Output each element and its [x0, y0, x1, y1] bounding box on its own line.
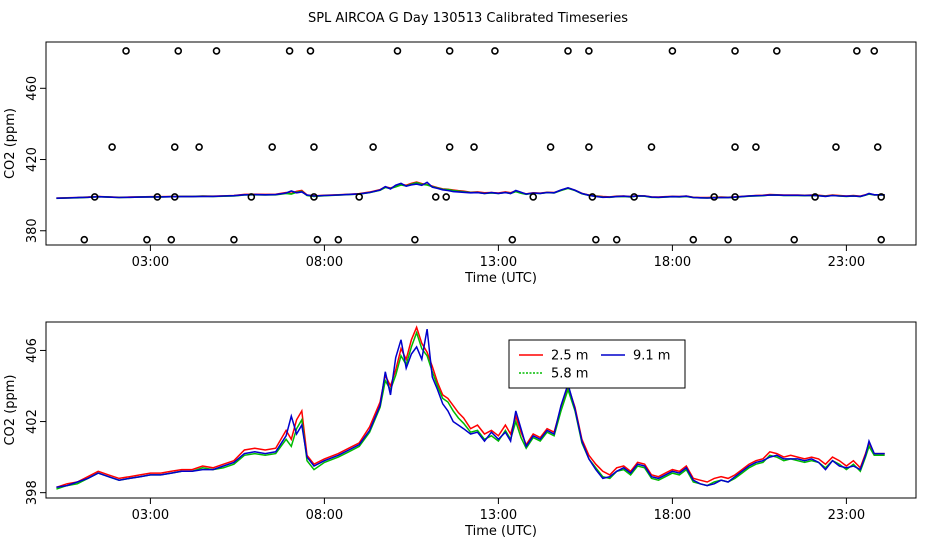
series-line-9-1-m — [56, 328, 885, 489]
x-tick-label: 08:00 — [306, 508, 343, 523]
calibration-point — [411, 235, 419, 244]
calibration-point — [752, 143, 760, 151]
calibration-point — [369, 143, 377, 151]
calibration-point — [313, 235, 322, 244]
calibration-point — [873, 143, 882, 151]
calibration-point — [442, 193, 451, 201]
x-tick-label: 23:00 — [828, 255, 865, 270]
calibration-point — [647, 143, 656, 151]
calibration-point — [153, 193, 162, 201]
y-axis-label: CO2 (ppm) — [3, 108, 18, 179]
top-panel: 03:00 08:00 13:00 18:00 23:00 380 420 460 Time (… — [3, 41, 917, 286]
legend: 2.5 m 5.8 m 9.1 m — [508, 339, 686, 389]
calibration-point — [230, 235, 238, 244]
calibration-point — [285, 47, 294, 55]
y-tick-label: 398 — [25, 480, 40, 505]
calibration-point — [612, 235, 621, 244]
x-tick-label: 03:00 — [132, 508, 169, 523]
y-axis-label: CO2 (ppm) — [3, 374, 18, 445]
calibration-point — [167, 235, 176, 244]
bottom-panel: 03:00 08:00 13:00 18:00 23:00 398 402 406 Time (… — [3, 321, 917, 539]
calibration-point — [195, 143, 203, 151]
legend-label: 5.8 m — [551, 367, 588, 382]
calibration-point — [585, 143, 593, 151]
legend-label: 9.1 m — [633, 349, 670, 364]
calibration-point — [143, 235, 151, 244]
y-tick-label: 420 — [25, 147, 40, 172]
legend-label: 2.5 m — [551, 349, 588, 364]
calibration-point — [170, 193, 179, 201]
calibration-point — [306, 47, 315, 55]
plot-frame — [45, 321, 917, 499]
calibration-point — [529, 193, 538, 201]
calibration-point — [877, 193, 886, 201]
calibration-point — [310, 193, 318, 201]
calibration-point — [689, 235, 698, 244]
calibration-point — [508, 235, 517, 244]
calibration-point — [546, 143, 555, 151]
plot-frame — [45, 41, 917, 246]
x-axis-label: Time (UTC) — [464, 271, 537, 286]
calibration-point — [877, 235, 886, 244]
calibration-point — [212, 47, 221, 55]
calibration-point — [853, 47, 861, 55]
calibration-point — [772, 47, 781, 55]
legend-box — [508, 339, 686, 389]
calibration-point — [310, 143, 318, 151]
calibration-point — [731, 47, 739, 55]
y-tick-label: 406 — [25, 338, 40, 363]
calibration-point — [268, 143, 277, 151]
x-tick-label: 23:00 — [828, 508, 865, 523]
x-axis-label: Time (UTC) — [464, 524, 537, 539]
calibration-point — [811, 193, 819, 201]
x-tick-label: 18:00 — [654, 255, 691, 270]
calibration-point — [710, 193, 718, 201]
x-tick-label: 18:00 — [654, 508, 691, 523]
y-tick-label: 402 — [25, 409, 40, 434]
calibration-point — [170, 143, 179, 151]
calibration-point — [355, 193, 364, 201]
calibration-point — [247, 193, 256, 201]
y-tick-label: 380 — [25, 218, 40, 243]
calibration-point — [393, 47, 402, 55]
y-tick-label: 460 — [25, 76, 40, 101]
calibration-point — [564, 47, 572, 55]
calibration-point — [491, 47, 499, 55]
calibration-point — [445, 47, 454, 55]
calibration-point — [630, 193, 638, 201]
calibration-point — [90, 193, 99, 201]
series-line-5-8-m — [56, 330, 885, 490]
x-tick-label: 13:00 — [480, 255, 517, 270]
x-tick-label: 08:00 — [306, 255, 343, 270]
calibration-point — [592, 235, 600, 244]
calibration-point — [174, 47, 183, 55]
calibration-point — [585, 47, 593, 55]
series-line-9-1-m — [56, 181, 885, 199]
calibration-point — [724, 235, 732, 244]
calibration-point — [334, 235, 343, 244]
calibration-point — [870, 47, 879, 55]
calibration-point — [122, 47, 130, 55]
series-line-2-5-m — [56, 325, 885, 489]
calibration-point — [108, 143, 116, 151]
calibration-point — [790, 235, 799, 244]
calibration-point — [470, 143, 478, 151]
calibration-point — [832, 143, 840, 151]
calibration-point — [668, 47, 677, 55]
calibration-point — [731, 193, 739, 201]
figure-title: SPL AIRCOA G Day 130513 Calibrated Times… — [308, 11, 628, 26]
calibration-point — [445, 143, 454, 151]
calibration-point — [731, 143, 739, 151]
calibration-point — [80, 235, 89, 244]
calibration-point — [588, 193, 597, 201]
x-tick-label: 03:00 — [132, 255, 169, 270]
x-tick-label: 13:00 — [480, 508, 517, 523]
calibration-point — [431, 193, 440, 201]
